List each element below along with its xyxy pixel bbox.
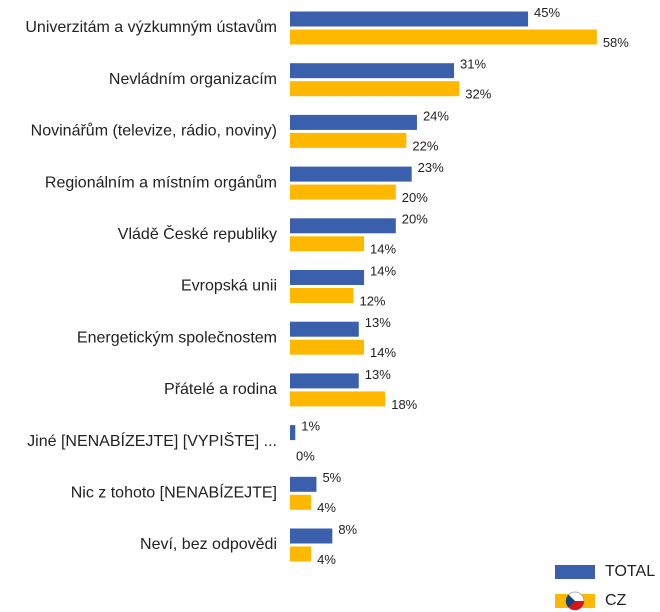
bar (290, 339, 365, 355)
legend-label: TOTAL (605, 563, 655, 580)
category-label: Evropská unii (181, 278, 277, 295)
bar (290, 494, 312, 510)
bar (290, 270, 365, 285)
value-label: 45% (534, 5, 560, 20)
value-label: 13% (365, 367, 391, 382)
bar (290, 11, 529, 27)
value-label: 0% (296, 449, 315, 464)
category-label: Novinářům (televize, rádio, noviny) (31, 122, 277, 140)
category-label: Neví, bez odpovědi (140, 536, 277, 553)
flag-icon (565, 591, 585, 611)
bar (290, 218, 396, 234)
value-label: 18% (391, 397, 417, 412)
bar (290, 425, 296, 441)
category-label: Energetickým společnostem (77, 329, 277, 346)
category-label: Univerzitám a výzkumným ústavům (25, 18, 277, 36)
legend-swatch (555, 565, 595, 579)
value-label: 5% (322, 470, 341, 485)
flag-blue (565, 594, 575, 608)
value-label: 58% (603, 35, 629, 50)
value-label: 22% (412, 138, 438, 153)
value-label: 23% (418, 160, 444, 175)
category-label: Vládě České republiky (118, 224, 277, 243)
bar (290, 236, 365, 252)
value-label: 31% (460, 57, 486, 72)
bar (290, 391, 386, 407)
bar (290, 288, 354, 303)
category-label: Jiné [NENABÍZEJTE] [VYPIŠTE] ... (27, 431, 277, 450)
bar (290, 476, 317, 492)
category-label: Nevládním organizacím (109, 71, 277, 88)
bar (290, 546, 312, 562)
bar (290, 114, 417, 130)
bar (290, 321, 359, 337)
value-label: 14% (370, 242, 396, 257)
category-label: Regionálním a místním orgánům (45, 173, 277, 191)
value-label: 4% (317, 500, 336, 515)
category-label: Nic z tohoto [NENABÍZEJTE] (71, 483, 277, 502)
bar (290, 373, 359, 389)
value-label: 14% (370, 345, 396, 360)
bar (290, 29, 597, 45)
value-label: 14% (370, 263, 396, 278)
value-label: 1% (301, 419, 320, 434)
bar (290, 528, 333, 544)
value-label: 32% (465, 87, 491, 102)
value-label: 4% (317, 552, 336, 567)
value-label: 13% (365, 315, 391, 330)
value-label: 20% (402, 190, 428, 205)
value-label: 8% (338, 522, 357, 537)
bar (290, 166, 412, 182)
bar (290, 63, 454, 79)
value-label: 12% (359, 293, 385, 308)
value-label: 20% (402, 212, 428, 227)
bar (290, 81, 460, 97)
value-label: 24% (423, 108, 449, 123)
bar (290, 184, 396, 200)
legend-label: CZ (605, 592, 627, 609)
bar (290, 132, 407, 148)
category-label: Přátelé a rodina (164, 381, 277, 398)
